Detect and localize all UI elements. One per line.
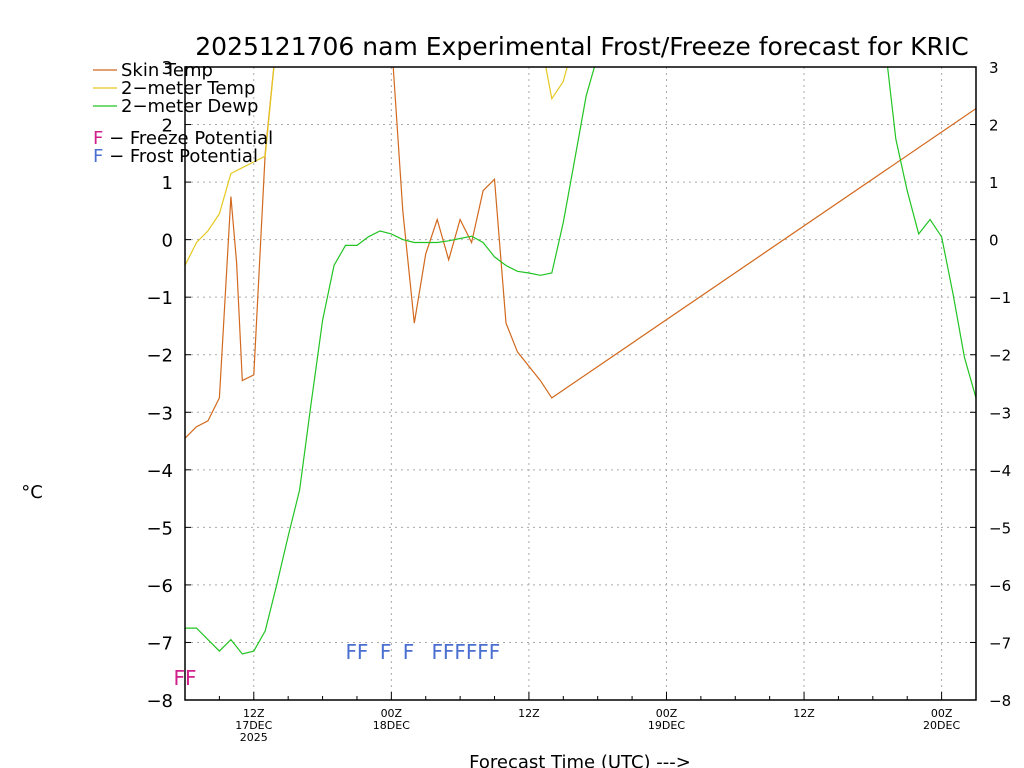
y-tick-label-left: 3 <box>162 58 173 79</box>
y-tick-label-right: −7 <box>989 634 1011 652</box>
x-tick-label: 17DEC <box>235 719 272 732</box>
y-tick-label-left: 1 <box>162 173 173 194</box>
legend-entry: 2−meter Dewp <box>121 96 258 117</box>
y-tick-label-left: −8 <box>146 691 173 712</box>
y-tick-label-left: 2 <box>162 116 173 137</box>
legend-flag-letter: F <box>93 146 103 167</box>
x-tick-label: 12Z <box>243 707 265 720</box>
gridlines <box>185 67 976 700</box>
series-2-meter-dewp <box>185 67 976 655</box>
y-tick-label-left: −1 <box>146 288 173 309</box>
legend-entry: 2−meter Temp <box>121 78 255 99</box>
y-tick-label-right: −6 <box>989 577 1011 595</box>
y-tick-label-left: −2 <box>146 346 173 367</box>
freeze-flag: F <box>185 666 197 690</box>
legend-flag-label: − Frost Potential <box>103 146 258 167</box>
frost-flag: F <box>489 640 501 664</box>
x-tick-label: 12Z <box>793 707 815 720</box>
y-tick-label-right: −1 <box>989 289 1011 307</box>
x-tick-label: 12Z <box>518 707 540 720</box>
y-tick-label-right: 0 <box>989 232 999 250</box>
legend-entry: Skin Temp <box>121 60 213 81</box>
y-tick-label-right: −4 <box>989 462 1011 480</box>
y-tick-label-right: 3 <box>989 59 999 77</box>
series-skin-temp <box>185 67 976 439</box>
y-tick-label-right: −2 <box>989 347 1011 365</box>
x-tick-label: 00Z <box>381 707 403 720</box>
y-tick-label-right: −3 <box>989 404 1011 422</box>
y-tick-label-left: −3 <box>146 403 173 424</box>
y-tick-label-left: −4 <box>146 461 173 482</box>
y-tick-label-right: −5 <box>989 519 1011 537</box>
series-2-meter-temp <box>185 67 568 266</box>
y-tick-label-right: 1 <box>989 174 999 192</box>
legend-flag-entry: F − Freeze Potential <box>93 128 273 149</box>
legend-flag-label: − Freeze Potential <box>103 128 273 149</box>
frost-flag: F <box>431 640 443 664</box>
series-lines <box>185 67 976 655</box>
frost-flag: F <box>403 640 415 664</box>
y-tick-label-left: 0 <box>162 231 173 252</box>
y-tick-label-left: −5 <box>146 518 173 539</box>
x-tick-label: 20DEC <box>923 719 960 732</box>
x-tick-label: 2025 <box>240 731 268 744</box>
frost-flag: F <box>466 640 478 664</box>
frost-flag: F <box>454 640 466 664</box>
x-axis-label: Forecast Time (UTC) ---> <box>469 752 691 768</box>
y-tick-label-left: −6 <box>146 576 173 597</box>
x-tick-label: 18DEC <box>373 719 410 732</box>
x-tick-label: 00Z <box>656 707 678 720</box>
y-tick-label-right: −8 <box>989 692 1011 710</box>
chart-title: 2025121706 nam Experimental Frost/Freeze… <box>195 32 968 61</box>
plot-frame <box>184 66 977 701</box>
frost-freeze-flags: FFFFFFFFFFFFFF <box>174 640 501 690</box>
legend-flag-entry: F − Frost Potential <box>93 146 258 167</box>
y-axis-ticks: 3 3 2 2 1 1 0 0 −1 −1 −2 −2 −3 −3 −4 −4 −5 −5 −6 −6 −7 −7 −8 −8 <box>146 58 1011 712</box>
x-tick-label: 00Z <box>931 707 953 720</box>
frost-flag: F <box>443 640 455 664</box>
frost-flag: F <box>357 640 369 664</box>
legend-flag-letter: F <box>93 128 103 149</box>
y-tick-label-left: −7 <box>146 633 173 654</box>
freeze-flag: F <box>174 666 186 690</box>
y-axis-label: °C <box>21 482 43 503</box>
y-tick-label-right: 2 <box>989 117 999 135</box>
frost-flag: F <box>380 640 392 664</box>
frost-flag: F <box>345 640 357 664</box>
frost-flag: F <box>477 640 489 664</box>
x-tick-label: 19DEC <box>648 719 685 732</box>
